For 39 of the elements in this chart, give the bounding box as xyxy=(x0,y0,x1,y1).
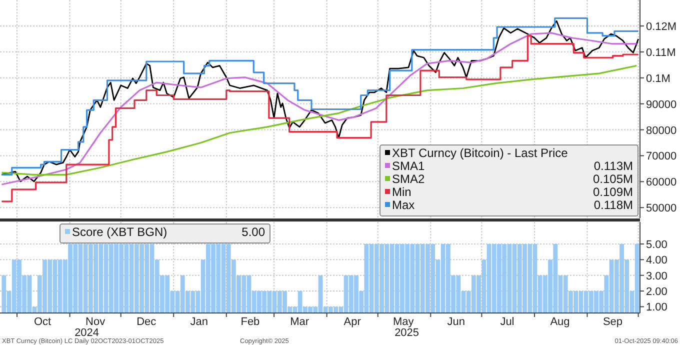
y-tick-label: 5.00 xyxy=(646,238,668,251)
x-tick-label: Oct xyxy=(34,316,52,328)
y-tick-label: 90000 xyxy=(646,98,677,111)
x-tick-label: Dec xyxy=(136,316,157,328)
legend-label: SMA2 xyxy=(392,172,426,186)
y-tick-label: 4.00 xyxy=(646,254,668,267)
y-tick-label: 0.1M xyxy=(646,72,670,85)
legend-label: Min xyxy=(392,185,412,199)
annotation: 0.118M xyxy=(594,198,633,212)
x-tick-label: Sep xyxy=(602,316,623,328)
y-tick-label: 60000 xyxy=(646,176,677,189)
x-tick-label: Jul xyxy=(500,316,514,328)
legend-label: SMA1 xyxy=(392,159,426,173)
annotation: 0.109M xyxy=(592,185,633,199)
annotation: 0.113M xyxy=(594,159,633,173)
text: 2024 xyxy=(74,327,100,339)
y-tick-label: 50000 xyxy=(646,202,677,215)
x-tick-label: Nov xyxy=(86,316,106,328)
y-tick-label: 80000 xyxy=(646,124,677,137)
y-tick-label: 0.11M xyxy=(646,46,676,59)
y-tick-label: 70000 xyxy=(646,150,677,163)
legend-label: Max xyxy=(392,198,415,212)
y-tick-label: 2.00 xyxy=(646,286,668,298)
y-tick-label: 3.00 xyxy=(646,270,668,282)
x-tick-label: Jun xyxy=(447,316,466,328)
text: 2025 xyxy=(394,327,420,339)
x-tick-label: Aug xyxy=(550,316,570,328)
x-tick-label: Feb xyxy=(240,316,260,328)
annotation: 0.105M xyxy=(592,172,633,186)
y-tick-label: 1.00 xyxy=(646,302,668,314)
x-tick-label: Apr xyxy=(344,316,362,328)
x-tick-label: May xyxy=(393,316,414,328)
x-tick-label: Jan xyxy=(190,316,208,328)
y-tick-label: 0.12M xyxy=(646,20,677,33)
line-series xyxy=(0,64,638,176)
legend-label: XBT Curncy (Bitcoin) - Last Price xyxy=(392,146,568,160)
annotation: 5.00 xyxy=(242,225,266,239)
legend-label: Score (XBT BGN) xyxy=(72,225,168,239)
x-tick-label: Mar xyxy=(290,316,310,328)
